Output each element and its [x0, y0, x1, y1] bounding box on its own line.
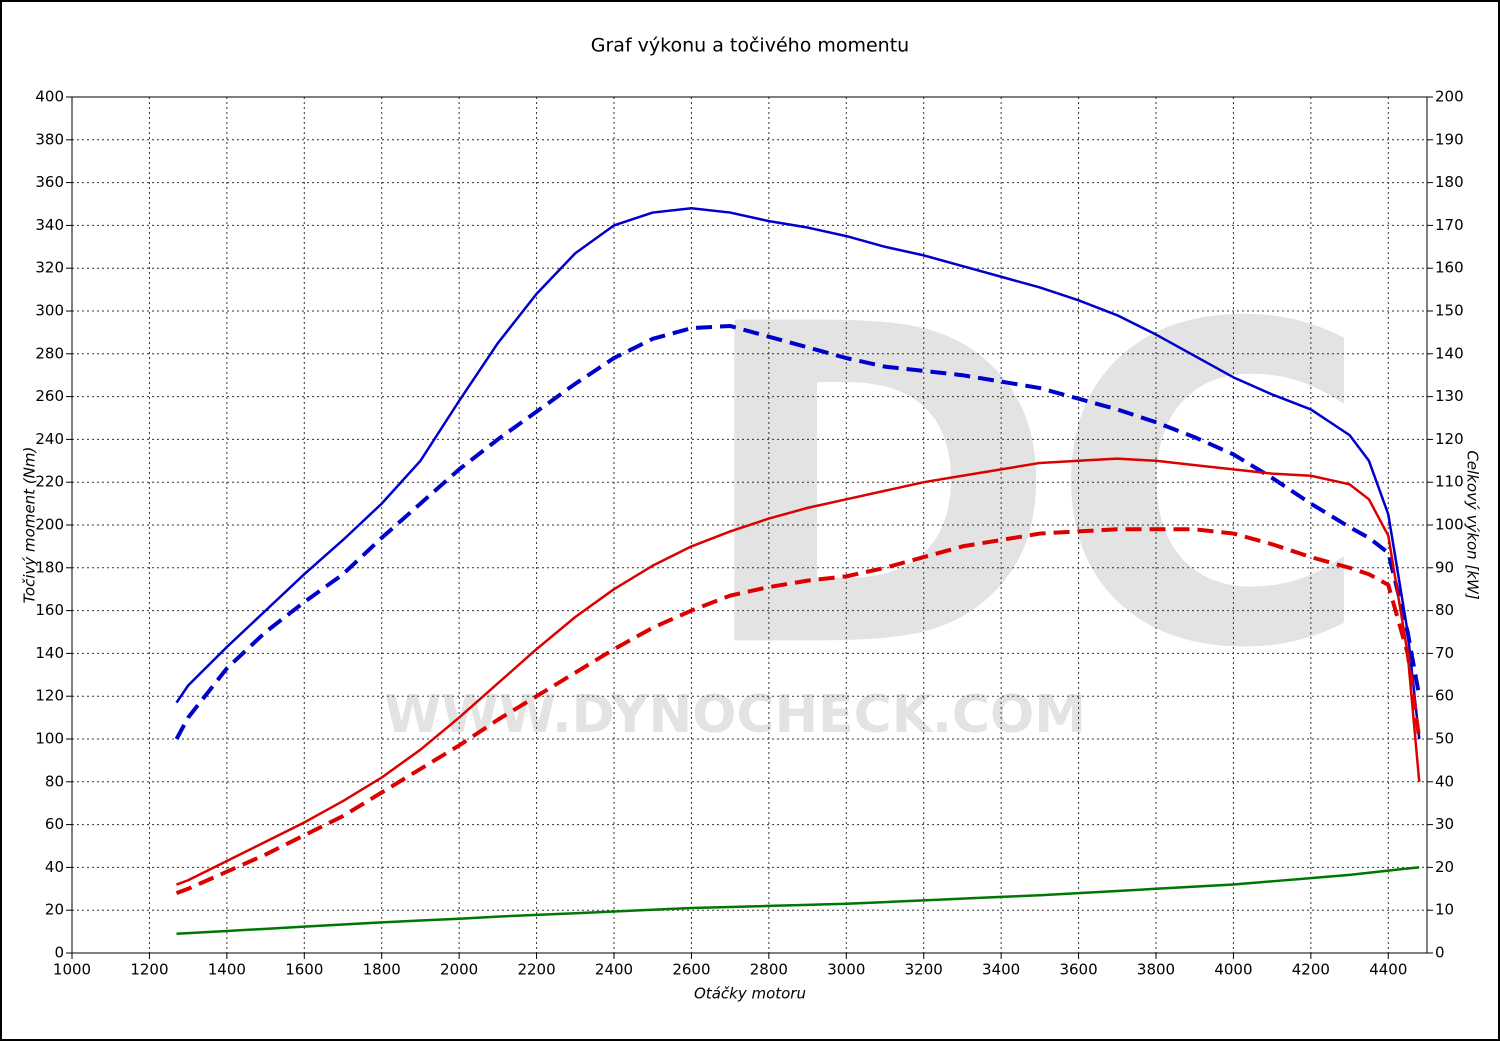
x-tick-label: 2200 [517, 961, 555, 979]
series-line [175, 207, 1421, 740]
y-tick-label: 260 [35, 387, 64, 405]
series-line [174, 323, 1422, 740]
x-tick-label: 1000 [53, 961, 91, 979]
y2-tick-label: 100 [1435, 516, 1464, 534]
y-tick-label: 20 [45, 901, 64, 919]
y-tick-label: 0 [54, 944, 64, 962]
x-tick-label: 3600 [1059, 961, 1097, 979]
plot-area [71, 96, 1428, 954]
x-tick-label: 4400 [1369, 961, 1407, 979]
y2-tick-label: 10 [1435, 901, 1454, 919]
y-tick-label: 380 [35, 130, 64, 148]
x-tick-label: 2000 [440, 961, 478, 979]
y-tick-label: 360 [35, 173, 64, 191]
x-tick-label: 2800 [750, 961, 788, 979]
y-tick-label: 100 [35, 730, 64, 748]
x-tick-label: 2400 [595, 961, 633, 979]
x-tick-label: 4200 [1292, 961, 1330, 979]
y2-tick-label: 170 [1435, 216, 1464, 234]
y-tick-label: 200 [35, 516, 64, 534]
x-tick-label: 1800 [363, 961, 401, 979]
y2-tick-label: 110 [1435, 473, 1464, 491]
y2-tick-label: 40 [1435, 772, 1454, 790]
y-tick-label: 220 [35, 473, 64, 491]
y2-tick-label: 200 [1435, 88, 1464, 106]
y2-tick-label: 190 [1435, 130, 1464, 148]
chart-title: Graf výkonu a točivého momentu [591, 35, 909, 57]
y2-tick-label: 60 [1435, 687, 1454, 705]
x-tick-label: 3200 [905, 961, 943, 979]
y2-axis-label: Celkový výkon [kW] [1464, 450, 1482, 600]
y2-tick-label: 50 [1435, 730, 1454, 748]
y-axis-label: Točivý moment (Nm) [21, 447, 39, 604]
watermark-url: WWW.DYNOCHECK.COM [384, 685, 1086, 745]
watermark: DC [694, 232, 1362, 744]
y2-tick-label: 150 [1435, 302, 1464, 320]
y2-tick-label: 20 [1435, 858, 1454, 876]
y-tick-label: 180 [35, 558, 64, 576]
x-tick-label: 4000 [1214, 961, 1252, 979]
y2-tick-label: 140 [1435, 344, 1464, 362]
y-tick-label: 300 [35, 302, 64, 320]
y2-tick-label: 70 [1435, 644, 1454, 662]
series-line [175, 527, 1422, 895]
y-tick-label: 60 [45, 815, 64, 833]
y-tick-label: 40 [45, 858, 64, 876]
x-tick-label: 2600 [672, 961, 710, 979]
x-tick-label: 3800 [1137, 961, 1175, 979]
y2-tick-label: 80 [1435, 601, 1454, 619]
y2-tick-label: 90 [1435, 558, 1454, 576]
x-tick-label: 1200 [130, 961, 168, 979]
y-tick-label: 160 [35, 601, 64, 619]
y-tick-label: 80 [45, 772, 64, 790]
y-tick-label: 340 [35, 216, 64, 234]
y-tick-label: 140 [35, 644, 64, 662]
y-tick-label: 400 [35, 88, 64, 106]
y-tick-label: 320 [35, 259, 64, 277]
y2-tick-label: 30 [1435, 815, 1454, 833]
y2-tick-label: 160 [1435, 259, 1464, 277]
series-line [176, 457, 1421, 886]
y-tick-label: 120 [35, 687, 64, 705]
y-tick-label: 240 [35, 430, 64, 448]
y2-tick-label: 120 [1435, 430, 1464, 448]
x-tick-label: 1400 [208, 961, 246, 979]
x-axis-label: Otáčky motoru [694, 985, 806, 1003]
x-tick-label: 3400 [982, 961, 1020, 979]
y2-tick-label: 0 [1435, 944, 1445, 962]
y2-tick-label: 130 [1435, 387, 1464, 405]
y-tick-label: 280 [35, 344, 64, 362]
y2-tick-label: 180 [1435, 173, 1464, 191]
x-tick-label: 3000 [827, 961, 865, 979]
x-tick-label: 1600 [285, 961, 323, 979]
series-line [176, 866, 1420, 935]
